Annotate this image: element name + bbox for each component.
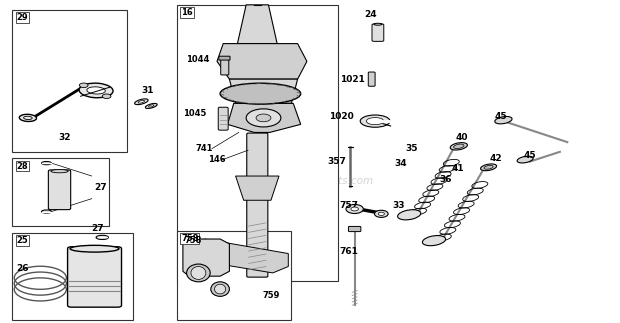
Bar — [177, 5, 338, 281]
Text: eReplacementParts.com: eReplacementParts.com — [246, 176, 374, 186]
Bar — [177, 231, 291, 320]
FancyBboxPatch shape — [68, 247, 122, 307]
FancyBboxPatch shape — [48, 170, 71, 210]
Text: 357: 357 — [327, 157, 346, 166]
Text: 41: 41 — [451, 164, 464, 173]
Text: 26: 26 — [17, 264, 29, 273]
Ellipse shape — [42, 210, 51, 213]
Ellipse shape — [96, 235, 108, 240]
FancyBboxPatch shape — [348, 226, 361, 232]
Text: 758: 758 — [184, 236, 202, 245]
Ellipse shape — [135, 99, 148, 105]
Polygon shape — [217, 44, 307, 79]
Ellipse shape — [87, 87, 105, 94]
FancyBboxPatch shape — [221, 59, 229, 75]
Text: 40: 40 — [456, 133, 468, 142]
Text: 45: 45 — [495, 112, 507, 121]
Ellipse shape — [70, 245, 119, 252]
Ellipse shape — [450, 143, 467, 150]
Ellipse shape — [484, 165, 493, 169]
Text: 146: 146 — [208, 155, 225, 164]
Ellipse shape — [138, 100, 144, 103]
FancyBboxPatch shape — [368, 72, 375, 86]
Text: 759: 759 — [263, 291, 280, 300]
Text: 24: 24 — [364, 10, 376, 19]
Text: 27: 27 — [94, 183, 107, 192]
Ellipse shape — [191, 266, 206, 279]
Ellipse shape — [215, 284, 226, 294]
Ellipse shape — [454, 144, 464, 149]
Ellipse shape — [51, 170, 68, 173]
Ellipse shape — [360, 115, 390, 127]
Ellipse shape — [480, 164, 497, 171]
Bar — [12, 233, 133, 320]
Text: 1045: 1045 — [183, 109, 206, 118]
Text: 757: 757 — [340, 201, 359, 210]
Text: 34: 34 — [395, 159, 407, 168]
Text: 35: 35 — [405, 144, 418, 153]
Polygon shape — [229, 79, 298, 103]
Polygon shape — [237, 5, 277, 44]
Ellipse shape — [187, 264, 210, 282]
Text: 31: 31 — [141, 86, 154, 95]
Text: 27: 27 — [92, 224, 104, 233]
Polygon shape — [228, 103, 301, 132]
Ellipse shape — [517, 156, 533, 163]
Ellipse shape — [19, 114, 37, 121]
Circle shape — [378, 212, 384, 215]
Text: 761: 761 — [340, 247, 358, 256]
Circle shape — [374, 210, 388, 217]
Ellipse shape — [374, 23, 382, 25]
Circle shape — [346, 204, 363, 214]
Text: 16: 16 — [181, 8, 193, 17]
FancyBboxPatch shape — [218, 107, 228, 130]
Ellipse shape — [211, 282, 229, 297]
Bar — [12, 158, 108, 226]
Text: 29: 29 — [17, 13, 29, 22]
Circle shape — [102, 94, 111, 99]
Ellipse shape — [220, 83, 301, 104]
Bar — [12, 10, 127, 152]
Text: 33: 33 — [392, 201, 405, 210]
Text: 45: 45 — [523, 151, 536, 160]
Ellipse shape — [42, 162, 51, 165]
Polygon shape — [236, 176, 279, 200]
Ellipse shape — [422, 235, 446, 246]
Text: 42: 42 — [490, 154, 502, 163]
Ellipse shape — [495, 117, 512, 124]
Ellipse shape — [397, 210, 421, 220]
Circle shape — [256, 114, 271, 122]
FancyBboxPatch shape — [219, 56, 230, 60]
Text: 32: 32 — [59, 133, 71, 142]
FancyBboxPatch shape — [247, 133, 268, 277]
Circle shape — [79, 83, 88, 88]
Text: 741: 741 — [195, 144, 213, 153]
Ellipse shape — [366, 118, 384, 125]
Text: 25: 25 — [17, 236, 29, 245]
Circle shape — [351, 207, 358, 211]
Ellipse shape — [79, 83, 113, 98]
Polygon shape — [183, 239, 229, 276]
Text: 28: 28 — [17, 162, 29, 171]
Text: 758: 758 — [181, 234, 198, 243]
Text: 36: 36 — [439, 175, 451, 184]
Text: 1020: 1020 — [329, 112, 353, 121]
Circle shape — [246, 109, 281, 127]
FancyBboxPatch shape — [372, 24, 384, 41]
Ellipse shape — [149, 105, 154, 107]
Polygon shape — [205, 239, 288, 273]
Text: 1044: 1044 — [186, 55, 210, 64]
Text: 1021: 1021 — [340, 75, 365, 84]
Ellipse shape — [145, 103, 157, 109]
